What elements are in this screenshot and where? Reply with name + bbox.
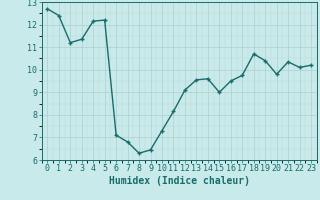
X-axis label: Humidex (Indice chaleur): Humidex (Indice chaleur) [109, 176, 250, 186]
